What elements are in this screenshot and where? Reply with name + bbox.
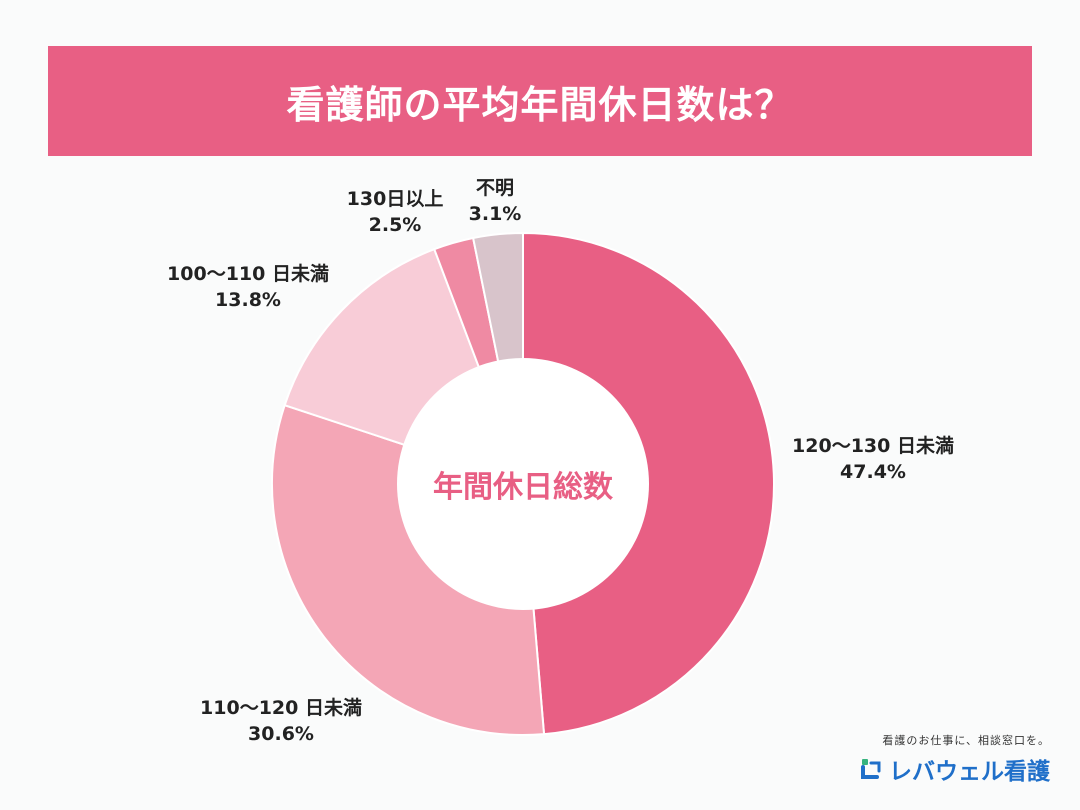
slice-label-110-120: 110〜120 日未満 30.6% xyxy=(186,695,376,747)
brand-row: レバウェル看護 xyxy=(850,752,1050,786)
brand-block: 看護のお仕事に、相談窓口を。 レバウェル看護 xyxy=(850,732,1050,786)
slice-name: 120〜130 日未満 xyxy=(792,435,954,457)
slice-name: 130日以上 xyxy=(346,188,444,210)
donut-hole xyxy=(397,358,649,610)
slice-percent: 3.1% xyxy=(468,203,522,225)
title-banner: 看護師の平均年間休日数は？ xyxy=(48,46,1032,156)
slice-label-120-130: 120〜130 日未満 47.4% xyxy=(778,433,968,485)
slice-name: 100〜110 日未満 xyxy=(167,263,329,285)
slice-percent: 2.5% xyxy=(368,214,422,236)
brand-tagline: 看護のお仕事に、相談窓口を。 xyxy=(882,734,1050,747)
slice-percent: 13.8% xyxy=(215,289,281,311)
brand-logo-icon xyxy=(861,759,881,779)
slice-label-unknown: 不明 3.1% xyxy=(455,175,535,227)
slice-label-100-110: 100〜110 日未満 13.8% xyxy=(148,261,348,313)
slice-name: 不明 xyxy=(475,177,514,199)
center-label: 年間休日総数 xyxy=(433,470,613,505)
slice-name: 110〜120 日未満 xyxy=(200,697,362,719)
brand-name: レバウェル看護 xyxy=(889,759,1050,785)
slice-label-130-plus: 130日以上 2.5% xyxy=(335,186,455,238)
slice-percent: 30.6% xyxy=(248,723,314,745)
page-title: 看護師の平均年間休日数は？ xyxy=(286,82,794,127)
slice-percent: 47.4% xyxy=(840,461,906,483)
